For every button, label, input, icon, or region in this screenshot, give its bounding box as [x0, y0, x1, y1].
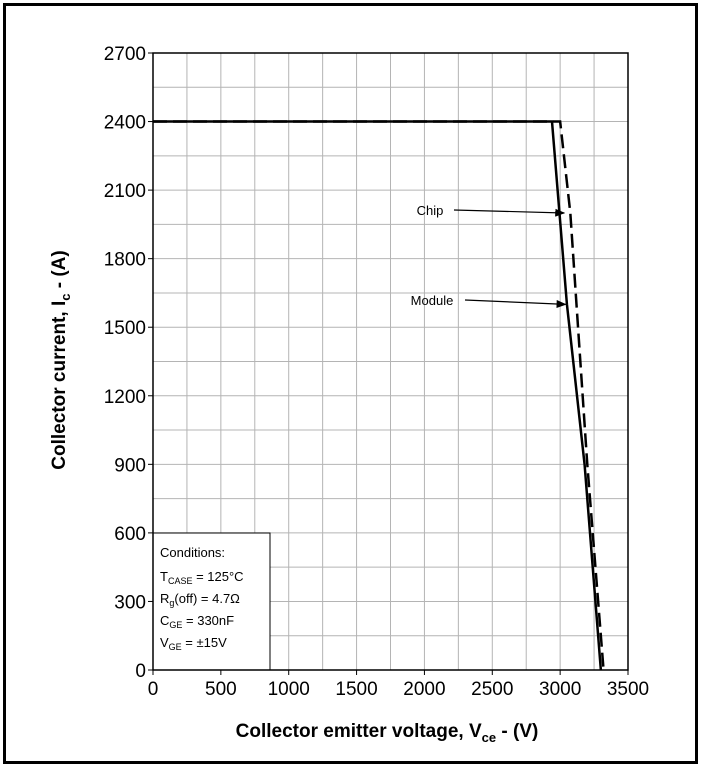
- y-tick-label: 600: [114, 524, 146, 545]
- annotations: Chip Module: [411, 203, 567, 308]
- conditions-box: Conditions: TCASE = 125°C Rg(off) = 4.7Ω CG…: [152, 532, 271, 671]
- x-tick-label: 2500: [471, 679, 513, 700]
- y-tick-label: 1200: [104, 387, 146, 408]
- plot-area-border: [152, 52, 629, 671]
- conditions-line: TCASE = 125°C: [160, 569, 244, 586]
- series-line-module: [153, 120, 603, 671]
- x-tick-label: 1000: [268, 679, 310, 700]
- x-tick-label: 3000: [539, 679, 581, 700]
- annotation-module: Module: [411, 293, 454, 308]
- y-tick-label: 1800: [104, 250, 146, 271]
- x-tick-label: 500: [205, 679, 237, 700]
- annotation-arrow-module: [464, 299, 567, 308]
- conditions-line: CGE = 330nF: [160, 613, 234, 630]
- series-group: [153, 120, 605, 671]
- y-tick-label: 1500: [104, 318, 146, 339]
- axes: [148, 52, 629, 675]
- y-tick-label: 300: [114, 592, 146, 613]
- x-tick-label: 2000: [403, 679, 445, 700]
- x-tick-label: 3500: [607, 679, 649, 700]
- conditions-line: Rg(off) = 4.7Ω: [160, 591, 240, 608]
- x-tick-label: 1500: [335, 679, 377, 700]
- x-axis-title: Collector emitter voltage, Vce - (V): [236, 721, 539, 745]
- y-tick-label: 2400: [104, 113, 146, 134]
- conditions-heading: Conditions:: [160, 545, 225, 560]
- conditions-line: VGE = ±15V: [160, 635, 227, 652]
- y-tick-label: 900: [114, 455, 146, 476]
- conditions-box-border: [152, 532, 271, 671]
- y-tick-label: 2100: [104, 181, 146, 202]
- annotation-chip: Chip: [417, 203, 444, 218]
- tick-labels: 0 500 1000 1500 2000 2500 3000 3500 0 300 600 900 12…: [104, 44, 649, 700]
- annotation-arrow-chip: [453, 208, 566, 217]
- y-tick-label: 0: [135, 661, 146, 682]
- y-axis-title: Collector current, Ic - (A): [49, 250, 73, 469]
- y-tick-label: 2700: [104, 44, 146, 65]
- x-tick-label: 0: [148, 679, 159, 700]
